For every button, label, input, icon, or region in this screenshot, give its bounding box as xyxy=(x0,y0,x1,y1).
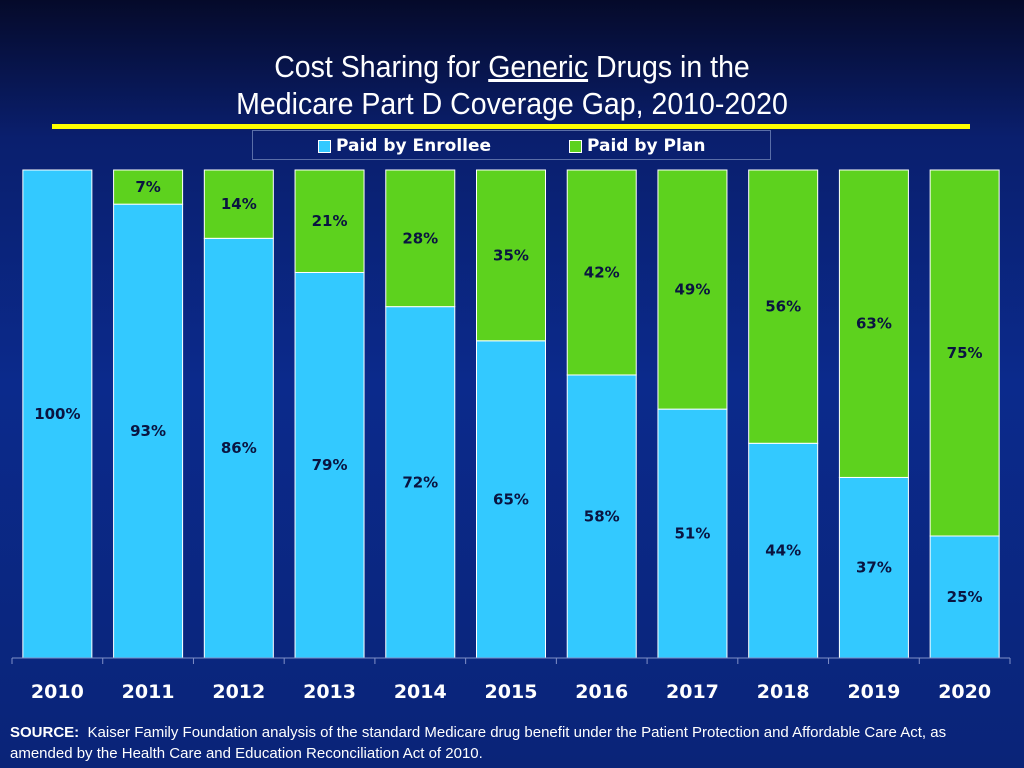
legend-label-enrollee: Paid by Enrollee xyxy=(336,136,492,156)
x-tick-label-2019: 2019 xyxy=(847,681,900,703)
data-label-enrollee-2012: 86% xyxy=(221,439,257,457)
bar-plan-2016 xyxy=(566,169,637,376)
data-label-enrollee-2014: 72% xyxy=(402,473,438,491)
bar-plan-2012 xyxy=(203,169,274,239)
data-label-enrollee-2020: 25% xyxy=(947,588,983,606)
data-label-enrollee-2010: 100% xyxy=(34,405,80,423)
title-prefix: Cost Sharing for xyxy=(274,49,481,84)
bar-plan-2019 xyxy=(838,169,909,478)
title-line-1: Cost Sharing for Generic Drugs in the xyxy=(41,48,983,85)
bar-plan-2015 xyxy=(476,169,546,342)
data-label-enrollee-2019: 37% xyxy=(856,559,892,577)
bar-enrollee-2013 xyxy=(294,271,365,659)
x-tick-label-2013: 2013 xyxy=(303,681,356,703)
bar-enrollee-2015 xyxy=(476,340,546,659)
x-tick-label-2020: 2020 xyxy=(938,681,991,703)
title-line-2: Medicare Part D Coverage Gap, 2010-2020 xyxy=(236,86,788,121)
data-label-enrollee-2016: 58% xyxy=(584,507,620,525)
x-tick-label-2017: 2017 xyxy=(666,681,719,703)
chart-title: Cost Sharing for Generic Drugs in the Me… xyxy=(41,48,983,122)
data-label-plan-2015: 35% xyxy=(493,246,529,264)
title-suffix: Drugs in the xyxy=(596,49,750,84)
bar-plan-2017 xyxy=(657,169,728,410)
bar-plan-2020 xyxy=(929,169,1000,537)
x-tick-label-2018: 2018 xyxy=(757,681,810,703)
data-label-enrollee-2015: 65% xyxy=(493,490,529,508)
x-tick-label-2016: 2016 xyxy=(575,681,628,703)
bar-enrollee-2011 xyxy=(113,203,184,659)
data-label-plan-2012: 14% xyxy=(221,195,257,213)
data-label-plan-2016: 42% xyxy=(584,263,620,281)
legend-swatch-plan xyxy=(569,139,582,153)
data-label-enrollee-2013: 79% xyxy=(312,456,348,474)
x-tick-label-2011: 2011 xyxy=(122,681,175,703)
data-label-plan-2017: 49% xyxy=(675,281,711,299)
title-underlined-word: Generic xyxy=(488,49,589,84)
data-label-enrollee-2017: 51% xyxy=(675,525,711,543)
x-tick-label-2014: 2014 xyxy=(394,681,447,703)
data-label-plan-2020: 75% xyxy=(947,344,983,362)
data-label-plan-2011: 7% xyxy=(135,178,160,196)
data-label-enrollee-2011: 93% xyxy=(130,422,166,440)
bar-enrollee-2012 xyxy=(203,237,274,659)
data-label-plan-2014: 28% xyxy=(402,229,438,247)
data-label-plan-2019: 63% xyxy=(856,315,892,333)
bar-enrollee-2014 xyxy=(385,306,456,659)
legend-swatch-enrollee xyxy=(318,139,331,153)
data-label-plan-2013: 21% xyxy=(312,212,348,230)
data-label-enrollee-2018: 44% xyxy=(765,542,801,560)
bar-enrollee-2010 xyxy=(22,169,93,659)
bar-enrollee-2018 xyxy=(748,442,819,659)
bar-plan-2013 xyxy=(294,169,365,273)
x-tick-label-2015: 2015 xyxy=(485,681,538,703)
legend-item-enrollee: Paid by Enrollee xyxy=(318,136,491,156)
source-note: SOURCE: Kaiser Family Foundation analysi… xyxy=(10,722,1010,764)
x-tick-label-2010: 2010 xyxy=(31,681,84,703)
bar-plan-2018 xyxy=(748,169,819,444)
bar-enrollee-2019 xyxy=(838,476,909,659)
source-text: Kaiser Family Foundation analysis of the… xyxy=(10,724,947,762)
legend: Paid by Enrollee Paid by Plan xyxy=(252,130,771,160)
title-divider xyxy=(52,124,970,129)
data-label-plan-2018: 56% xyxy=(765,298,801,316)
legend-label-plan: Paid by Plan xyxy=(587,136,706,156)
legend-item-plan: Paid by Plan xyxy=(569,136,705,156)
bar-plan-2014 xyxy=(385,169,456,308)
x-tick-label-2012: 2012 xyxy=(212,681,265,703)
source-label: SOURCE: xyxy=(10,724,80,741)
bar-plan-2011 xyxy=(113,169,184,205)
